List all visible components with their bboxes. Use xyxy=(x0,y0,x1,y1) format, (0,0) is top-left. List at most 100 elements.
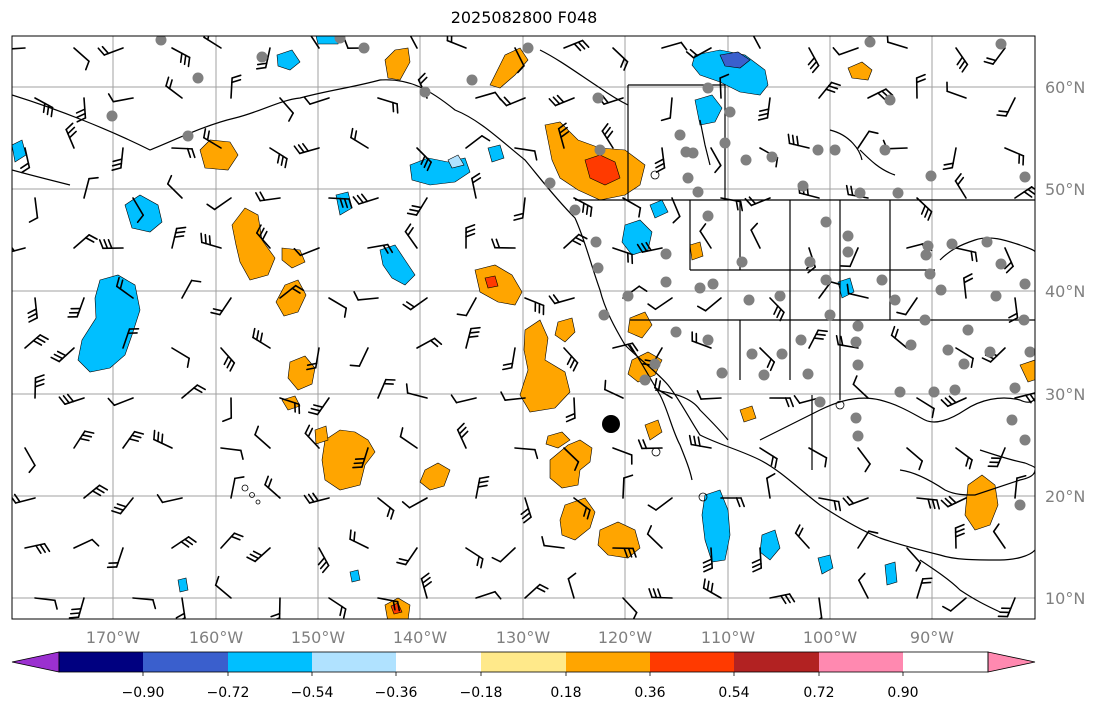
wind-barb xyxy=(719,73,730,99)
wind-barb xyxy=(73,430,95,449)
station-dot xyxy=(814,396,826,408)
wind-barb xyxy=(409,36,418,49)
wind-barb xyxy=(563,447,580,471)
map-frame xyxy=(11,35,1036,620)
wind-barb xyxy=(50,347,75,363)
colorbar-segment xyxy=(228,652,312,672)
wind-barb xyxy=(759,447,778,469)
station-dot xyxy=(928,386,940,398)
longitude-labels: 170°W 160°W 150°W 140°W 130°W 120°W 110°… xyxy=(86,628,954,647)
station-dot xyxy=(795,334,807,346)
wind-barb xyxy=(842,495,869,506)
wind-barb xyxy=(502,347,516,371)
wind-barb xyxy=(132,597,157,610)
station-dot xyxy=(592,92,604,104)
wind-barb xyxy=(567,572,577,599)
station-dot xyxy=(804,256,816,268)
wind-barb xyxy=(852,375,869,399)
station-dot xyxy=(649,358,661,370)
wind-barb xyxy=(34,97,54,118)
station-dot xyxy=(850,412,862,424)
wind-barb xyxy=(132,197,145,224)
station-dot xyxy=(852,359,864,371)
wind-barb xyxy=(246,547,271,563)
station-dot xyxy=(854,187,866,199)
wind-barb xyxy=(230,74,242,99)
wind-barb xyxy=(279,397,301,415)
wind-barb xyxy=(255,191,281,202)
station-dot xyxy=(702,334,714,346)
wind-barb xyxy=(416,147,432,172)
station-dot xyxy=(736,256,748,268)
station-dot xyxy=(694,282,706,294)
wind-barb xyxy=(34,374,45,399)
station-dot xyxy=(660,248,672,260)
station-dot xyxy=(776,348,788,360)
wind-barb xyxy=(24,334,49,349)
station-dot xyxy=(919,314,931,326)
wind-barb xyxy=(769,297,785,322)
wind-barb xyxy=(514,47,525,74)
station-dot xyxy=(707,278,719,290)
wind-barb xyxy=(1014,474,1027,499)
wind-barb xyxy=(303,96,330,105)
wind-barb xyxy=(744,196,771,207)
wind-barb xyxy=(491,238,516,249)
wind-barb xyxy=(254,425,271,449)
station-dot xyxy=(812,144,824,156)
wind-barb xyxy=(858,572,869,599)
colorbar-segment xyxy=(566,652,650,672)
wind-barb xyxy=(699,223,712,249)
wind-barb xyxy=(647,297,673,311)
wind-barb xyxy=(1008,297,1019,323)
wind-barb xyxy=(1014,392,1035,404)
station-dot xyxy=(946,238,958,250)
wind-barb xyxy=(83,484,109,499)
wind-barb xyxy=(27,297,38,323)
wind-barb xyxy=(405,383,428,399)
wind-barb xyxy=(987,447,1006,468)
wind-barb xyxy=(702,578,722,599)
wind-barb xyxy=(83,176,99,199)
wind-barb xyxy=(514,147,538,161)
station-dot xyxy=(544,177,556,189)
wind-barb xyxy=(513,197,526,221)
wind-barb xyxy=(308,397,330,416)
wind-barb xyxy=(252,327,271,349)
wind-barb xyxy=(622,474,634,499)
lon-label: 90°W xyxy=(910,628,954,647)
positive-anomaly-shading xyxy=(199,47,1035,619)
wind-barb xyxy=(750,222,761,249)
wind-barb xyxy=(661,41,688,51)
wind-barb xyxy=(270,597,281,619)
colorbar-extend-high xyxy=(987,651,1036,673)
station-dot xyxy=(334,36,346,44)
wind-barb xyxy=(115,276,134,299)
wind-barb xyxy=(857,447,871,473)
wind-barb xyxy=(73,538,100,549)
wind-barb xyxy=(671,197,681,224)
colorbar-tick-label: −0.90 xyxy=(122,685,165,701)
station-dot xyxy=(820,216,832,228)
wind-barb xyxy=(890,325,908,349)
wind-barb xyxy=(807,47,820,74)
wind-barb xyxy=(171,147,196,159)
station-dot xyxy=(935,284,947,296)
wind-barb xyxy=(996,97,1016,117)
station-dot xyxy=(958,358,970,370)
wind-barb xyxy=(604,379,624,399)
station-dot xyxy=(894,386,906,398)
wind-barb xyxy=(646,525,663,549)
colorbar-tick-label: −0.36 xyxy=(375,685,418,701)
wind-barb xyxy=(691,331,712,349)
wind-barb xyxy=(406,197,428,216)
latitude-labels: 60°N 50°N 40°N 30°N 20°N 10°N xyxy=(1045,78,1085,608)
wind-barb xyxy=(636,241,663,253)
wind-barb xyxy=(111,497,134,515)
lon-label: 130°W xyxy=(496,628,551,647)
wind-barb xyxy=(1004,247,1014,274)
station-dot xyxy=(942,344,954,356)
wind-barb xyxy=(818,81,841,99)
wind-barb xyxy=(349,347,369,367)
wind-barb xyxy=(420,572,432,599)
